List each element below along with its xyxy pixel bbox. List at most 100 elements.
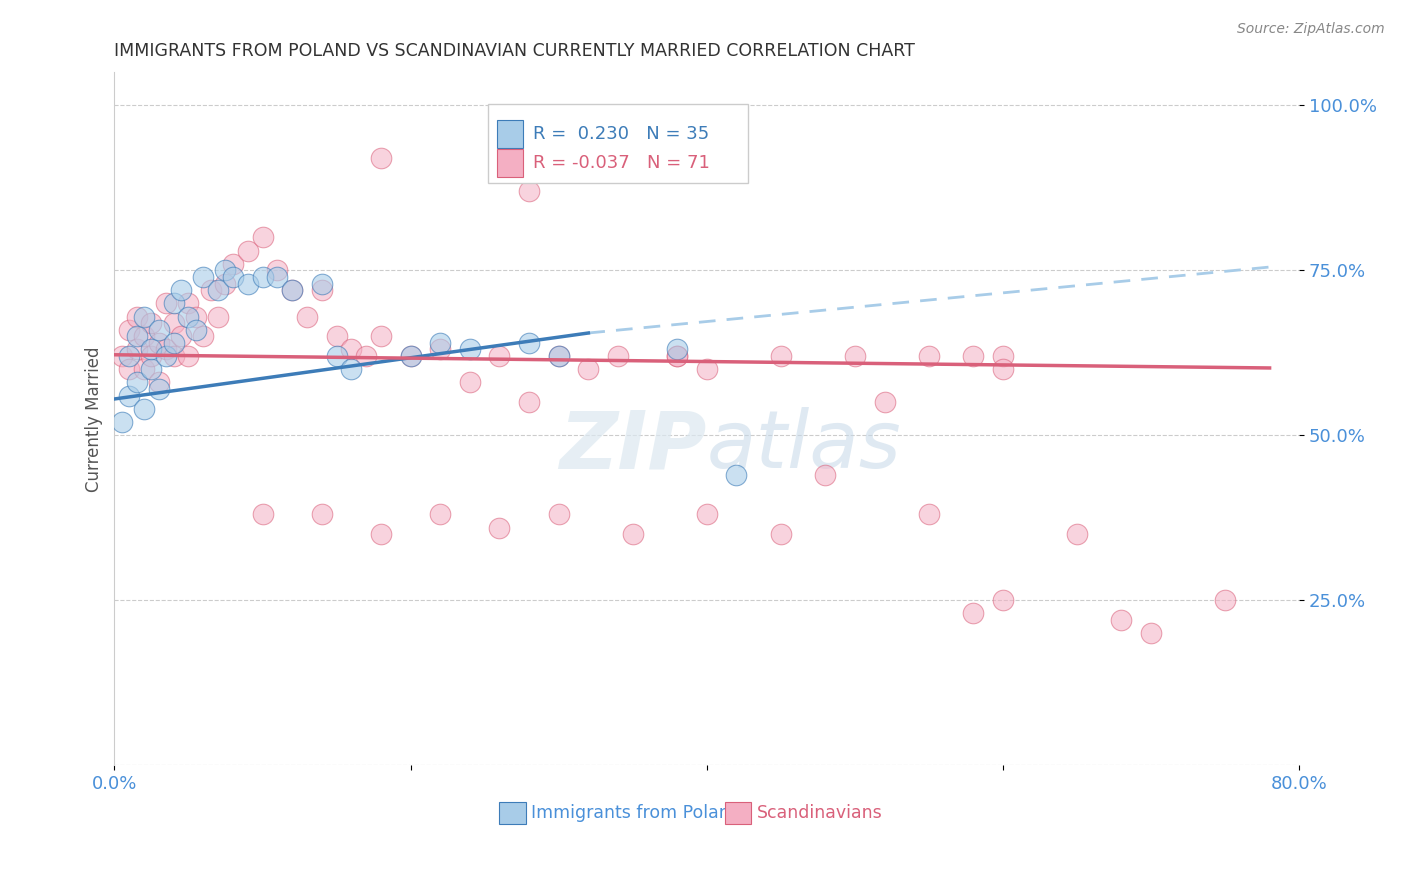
Point [170,283,193,297]
Point [1111,613,1133,627]
Point [399,349,422,363]
Point [118,362,141,376]
Point [111,415,134,429]
Point [141,349,163,363]
Point [155,296,177,310]
Point [118,389,141,403]
Point [370,527,392,541]
Point [148,323,170,337]
Point [547,349,569,363]
Point [200,283,222,297]
Text: Immigrants from Poland: Immigrants from Poland [531,804,741,822]
Point [962,349,984,363]
Point [1140,626,1163,640]
Point [148,335,170,350]
Point [962,607,984,621]
Point [918,508,941,522]
Point [340,362,363,376]
Point [488,349,510,363]
Point [125,329,148,343]
Point [177,310,200,324]
Point [918,349,941,363]
Y-axis label: Currently Married: Currently Married [86,346,103,491]
FancyBboxPatch shape [498,120,523,148]
Point [141,343,163,357]
Point [193,329,215,343]
Point [295,310,318,324]
Point [266,263,288,277]
Point [547,349,569,363]
Point [222,269,245,284]
Point [844,349,866,363]
Point [547,508,569,522]
Point [207,283,229,297]
Point [141,316,163,330]
Point [814,467,837,482]
Point [266,269,288,284]
Point [236,277,259,291]
Point [207,310,229,324]
Point [222,257,245,271]
Point [132,329,155,343]
Point [769,527,792,541]
Point [696,362,718,376]
Point [132,362,155,376]
Point [666,343,689,357]
Text: R =  0.230   N = 35: R = 0.230 N = 35 [533,125,709,143]
Point [252,269,274,284]
Point [517,184,540,198]
Text: atlas: atlas [707,408,901,485]
Point [576,362,599,376]
Point [725,467,748,482]
Point [769,349,792,363]
Point [281,283,304,297]
Point [325,329,347,343]
Point [214,263,236,277]
Point [991,593,1014,607]
FancyBboxPatch shape [488,103,748,183]
Point [184,323,207,337]
Point [873,395,896,409]
Point [148,376,170,390]
Point [184,310,207,324]
Text: Source: ZipAtlas.com: Source: ZipAtlas.com [1237,22,1385,37]
Point [517,395,540,409]
Point [458,376,481,390]
Point [666,349,689,363]
Point [281,283,304,297]
Point [666,349,689,363]
FancyBboxPatch shape [724,802,751,824]
Point [311,277,333,291]
Point [991,362,1014,376]
Point [370,151,392,165]
Point [118,323,141,337]
Point [170,329,193,343]
Point [163,296,186,310]
Point [163,335,186,350]
Point [311,508,333,522]
Point [125,310,148,324]
Text: ZIP: ZIP [560,408,707,485]
Point [488,520,510,534]
Text: IMMIGRANTS FROM POLAND VS SCANDINAVIAN CURRENTLY MARRIED CORRELATION CHART: IMMIGRANTS FROM POLAND VS SCANDINAVIAN C… [114,42,915,60]
Point [354,349,377,363]
Point [399,349,422,363]
FancyBboxPatch shape [499,802,526,824]
Point [155,349,177,363]
Point [163,316,186,330]
Point [236,244,259,258]
Point [991,349,1014,363]
Point [111,349,134,363]
Point [252,508,274,522]
Text: Scandinavians: Scandinavians [756,804,883,822]
Point [155,343,177,357]
Point [141,362,163,376]
Point [429,343,451,357]
FancyBboxPatch shape [498,150,523,178]
Point [429,335,451,350]
Point [696,508,718,522]
Point [607,349,630,363]
Point [370,329,392,343]
Point [177,349,200,363]
Point [163,349,186,363]
